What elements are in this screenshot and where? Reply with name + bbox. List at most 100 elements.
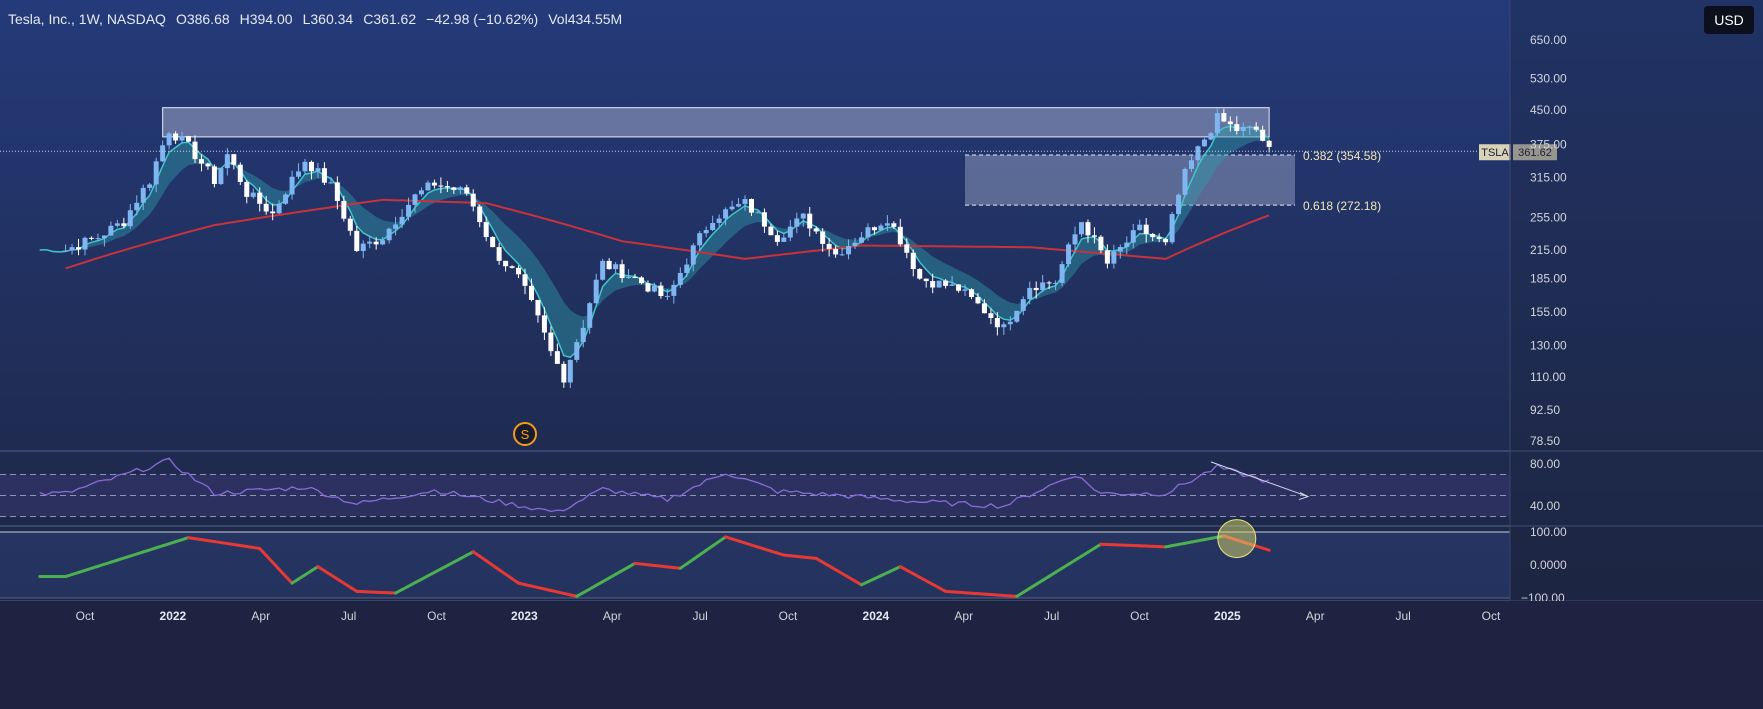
candle <box>988 313 994 318</box>
fib-label: 0.382 (354.58) <box>1303 149 1381 163</box>
candle <box>354 230 360 251</box>
candle <box>160 145 166 162</box>
candle <box>820 231 826 244</box>
candle <box>645 283 651 292</box>
candle <box>994 317 1000 328</box>
candle <box>1124 242 1130 247</box>
candle <box>1260 129 1266 141</box>
price-tick-label: 78.50 <box>1530 434 1560 448</box>
candle <box>826 243 832 249</box>
candle <box>425 182 431 191</box>
candle <box>651 285 657 292</box>
time-tick-label: Apr <box>1306 609 1325 623</box>
rsi-trendline <box>1210 461 1309 498</box>
candle <box>289 176 295 195</box>
candle <box>794 218 800 227</box>
currency-button[interactable]: USD <box>1704 6 1754 34</box>
candle <box>729 206 735 210</box>
candle <box>373 241 379 245</box>
oscillator-segment <box>284 574 294 585</box>
candle <box>464 187 470 194</box>
price-tick-label: 155.00 <box>1530 305 1567 319</box>
candle <box>244 181 250 197</box>
candle <box>134 202 140 211</box>
price-zones <box>162 107 1296 206</box>
rsi-line <box>39 457 1270 513</box>
candle <box>613 264 619 270</box>
oscillator-segment <box>1261 546 1271 552</box>
candle <box>858 237 864 243</box>
close-value: C361.62 <box>363 11 417 27</box>
candle <box>76 247 82 250</box>
candle <box>283 194 289 204</box>
ticker-tag <box>1479 144 1511 161</box>
candle <box>360 243 366 251</box>
candle <box>949 284 955 286</box>
candle <box>231 154 237 165</box>
time-tick-label: Oct <box>1482 609 1501 623</box>
candle <box>218 168 224 185</box>
candle <box>1221 113 1227 122</box>
candle <box>1020 299 1026 311</box>
candle <box>891 223 897 227</box>
candle <box>736 204 742 207</box>
candle <box>69 247 75 251</box>
candle <box>147 184 153 188</box>
candle <box>1053 282 1059 284</box>
candle <box>431 182 437 186</box>
candle <box>1176 194 1182 215</box>
open-value: O386.68 <box>175 11 230 27</box>
candle <box>140 187 146 203</box>
low-value: L360.34 <box>302 11 354 27</box>
candle <box>943 280 949 286</box>
candle <box>807 213 813 229</box>
price-tick-label: 92.50 <box>1530 403 1560 417</box>
candle <box>82 237 88 250</box>
candle <box>1085 222 1091 236</box>
price-tick-label: 185.00 <box>1530 271 1567 285</box>
time-tick-label: Jul <box>1395 609 1410 623</box>
candle <box>956 284 962 291</box>
candle <box>302 161 308 172</box>
time-tick-label: Jul <box>692 609 707 623</box>
candle <box>690 245 696 265</box>
candle <box>1227 121 1233 125</box>
last-price-tag <box>1513 144 1557 161</box>
candle <box>341 200 347 219</box>
candle <box>723 209 729 219</box>
candle <box>677 272 683 285</box>
candle <box>1150 233 1156 238</box>
candle <box>619 264 625 279</box>
time-axis-bg <box>0 601 1763 709</box>
candle <box>923 278 929 282</box>
pane-separator <box>0 450 1763 452</box>
oscillator-segment <box>271 560 281 571</box>
candle <box>748 199 754 213</box>
candle <box>671 284 677 296</box>
candle <box>496 247 502 261</box>
candle <box>1182 168 1188 195</box>
candle <box>755 212 761 214</box>
candle <box>878 225 884 231</box>
candle <box>270 211 276 214</box>
oscillator-highlight <box>1217 519 1257 559</box>
candle <box>1234 124 1240 131</box>
fib-label: 0.618 (272.18) <box>1303 199 1381 213</box>
candle <box>1104 250 1110 264</box>
event-marker[interactable]: S <box>513 422 538 446</box>
price-tick-label: 215.00 <box>1530 243 1567 257</box>
candle <box>1027 287 1033 300</box>
candle <box>483 222 489 238</box>
candle <box>186 136 192 142</box>
candle <box>606 260 612 270</box>
candle <box>1169 214 1175 243</box>
candle <box>781 237 787 242</box>
candle <box>412 194 418 205</box>
candle <box>257 192 263 204</box>
candle <box>444 186 450 188</box>
candle <box>587 303 593 328</box>
candle <box>1247 126 1253 128</box>
candle <box>846 246 852 255</box>
rsi-tick-label: 40.00 <box>1530 499 1560 513</box>
